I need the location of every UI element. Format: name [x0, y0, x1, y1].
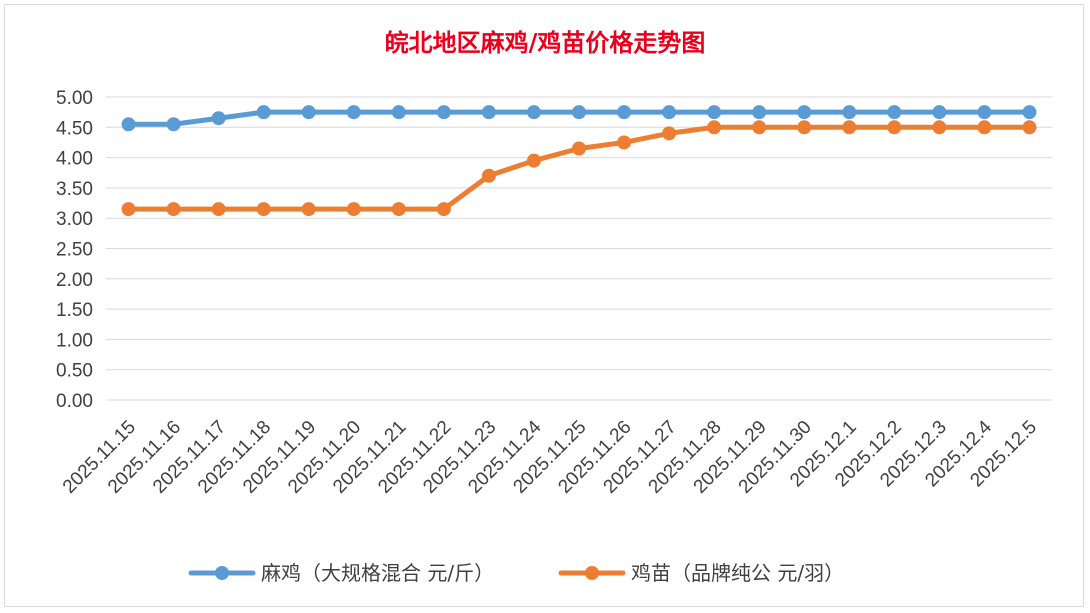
data-point — [301, 202, 316, 217]
legend-item: 麻鸡（大规格混合 元/斤） — [188, 561, 494, 585]
legend: 麻鸡（大规格混合 元/斤） 鸡苗（品牌纯公 元/羽） — [188, 561, 844, 585]
data-point — [617, 105, 632, 120]
y-tick-label: 2.00 — [56, 270, 93, 291]
y-tick-label: 3.50 — [56, 179, 93, 200]
data-point — [526, 105, 541, 120]
data-point — [1022, 120, 1037, 135]
y-tick-label: 0.50 — [56, 361, 93, 382]
data-point — [436, 202, 451, 217]
data-point — [572, 141, 586, 156]
data-point — [977, 105, 992, 120]
data-point — [887, 105, 902, 120]
y-tick-label: 0.00 — [56, 391, 93, 412]
data-point — [121, 202, 136, 217]
data-point — [797, 120, 812, 135]
data-point — [932, 105, 947, 120]
y-tick-label: 2.50 — [56, 240, 93, 261]
data-point — [211, 202, 226, 217]
series-lines — [121, 105, 1037, 217]
data-point — [662, 126, 677, 141]
series-line — [126, 124, 1032, 212]
y-axis-ticks: 0.00 0.50 1.00 1.50 2.00 2.50 3.00 3.50 4.00 4.50… — [56, 88, 93, 412]
legend-marker — [215, 566, 229, 580]
data-point — [346, 105, 361, 120]
data-point — [797, 105, 812, 120]
y-tick-label: 4.00 — [56, 149, 93, 170]
legend-label: 麻鸡（大规格混合 元/斤） — [261, 561, 494, 585]
legend-label: 鸡苗（品牌纯公 元/羽） — [631, 561, 844, 585]
data-point — [707, 105, 722, 120]
data-point — [166, 117, 181, 132]
data-point — [572, 105, 586, 120]
data-point — [932, 120, 947, 135]
y-tick-label: 1.50 — [56, 300, 93, 321]
chart-area: 皖北地区麻鸡/鸡苗价格走势图 0.00 0.50 1.00 1.50 2.00 2.50 3… — [4, 4, 1084, 607]
data-point — [617, 135, 632, 150]
data-point — [301, 105, 316, 120]
data-point — [842, 120, 857, 135]
data-point — [481, 105, 496, 120]
legend-item: 鸡苗（品牌纯公 元/羽） — [558, 561, 844, 585]
y-tick-label: 3.00 — [56, 209, 93, 230]
data-point — [346, 202, 361, 217]
data-point — [752, 105, 767, 120]
data-point — [436, 105, 451, 120]
data-point — [391, 105, 406, 120]
data-point — [977, 120, 992, 135]
line-chart: 皖北地区麻鸡/鸡苗价格走势图 0.00 0.50 1.00 1.50 2.00 2.50 3… — [56, 28, 1052, 585]
data-point — [662, 105, 677, 120]
chart-title: 皖北地区麻鸡/鸡苗价格走势图 — [385, 28, 706, 57]
data-point — [887, 120, 902, 135]
data-point — [391, 202, 406, 217]
data-point — [842, 105, 857, 120]
data-point — [1022, 105, 1037, 120]
data-point — [211, 111, 226, 126]
data-point — [256, 105, 271, 120]
y-tick-label: 4.50 — [56, 118, 93, 139]
legend-marker — [585, 566, 599, 580]
data-point — [526, 153, 541, 168]
series-1 — [121, 120, 1037, 217]
data-point — [707, 120, 722, 135]
x-axis-ticks: 2025.11.152025.11.162025.11.172025.11.18… — [59, 416, 1041, 497]
y-tick-label: 5.00 — [56, 88, 93, 109]
series-0 — [121, 105, 1037, 132]
data-point — [752, 120, 767, 135]
y-tick-label: 1.00 — [56, 330, 93, 351]
data-point — [256, 202, 271, 217]
data-point — [166, 202, 181, 217]
data-point — [481, 168, 496, 183]
data-point — [121, 117, 136, 132]
